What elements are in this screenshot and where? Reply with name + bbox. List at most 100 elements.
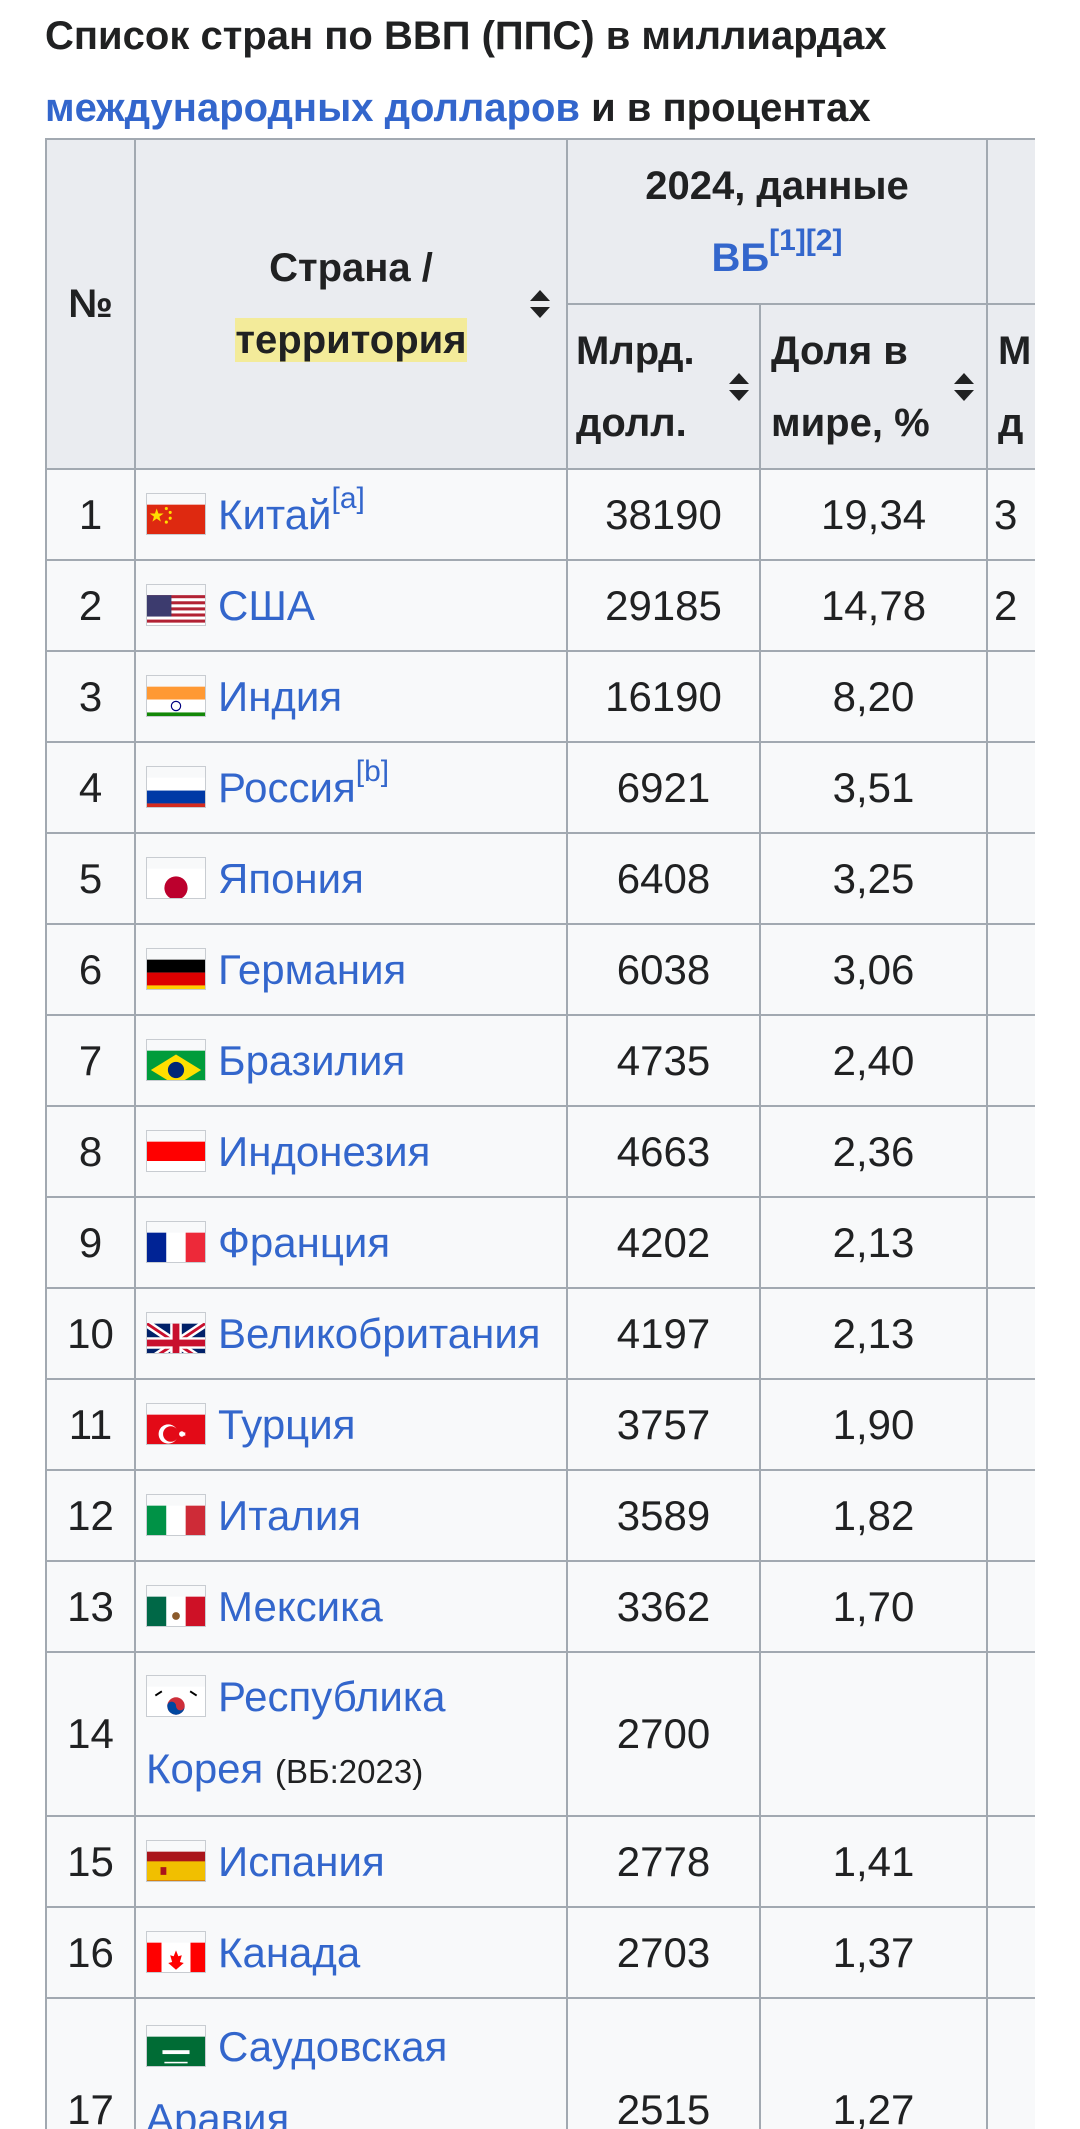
table-row: 12 Италия 3589 1,82 (45, 1469, 1035, 1562)
gdp-value-cell: 2515 (566, 1997, 761, 2129)
country-link-continued[interactable]: Корея (146, 1744, 264, 1792)
flag-india-icon (146, 674, 206, 717)
sort-icon[interactable] (530, 290, 550, 318)
table-row: 16 Канада 2703 1,37 (45, 1906, 1035, 1999)
gdp-value-cell: 4663 (566, 1105, 761, 1198)
flag-indonesia-icon (146, 1129, 206, 1172)
rank-cell: 6 (45, 923, 136, 1016)
gdp-value-cell: 6921 (566, 741, 761, 834)
flag-japan-icon (146, 856, 206, 899)
flag-uk-icon (146, 1311, 206, 1354)
next-value-cell (986, 1378, 1035, 1471)
world-share-cell: 1,90 (758, 1378, 989, 1471)
country-link[interactable]: Индия (218, 672, 343, 720)
country-link[interactable]: Канада (218, 1928, 361, 1976)
caption-text-end: и в процентах (579, 86, 871, 130)
gdp-value-cell: 3362 (566, 1560, 761, 1653)
caption-link-international-dollars[interactable]: международных долларов (45, 86, 580, 130)
country-cell: Япония (134, 832, 568, 925)
country-link-continued[interactable]: Аравия (146, 2095, 290, 2129)
country-link[interactable]: Испания (218, 1837, 385, 1885)
world-share-cell: 3,06 (758, 923, 989, 1016)
sort-icon[interactable] (954, 372, 975, 401)
header-value[interactable]: Млрд. долл. (566, 303, 761, 470)
gdp-value-cell: 38190 (566, 468, 761, 561)
header-share-label-2: мире, % (771, 400, 930, 445)
country-link[interactable]: Бразилия (218, 1036, 406, 1084)
gdp-value-cell: 3757 (566, 1378, 761, 1471)
next-value-cell (986, 1906, 1035, 1999)
rank-cell: 4 (45, 741, 136, 834)
country-cell: Республика Корея (ВБ:2023) (134, 1651, 568, 1817)
footnote-ref[interactable]: [b] (355, 754, 390, 788)
header-country[interactable]: Страна / территория (134, 138, 568, 470)
next-value-cell (986, 1560, 1035, 1653)
next-value-cell (986, 832, 1035, 925)
header-next-value[interactable]: М д (986, 303, 1035, 470)
rank-cell: 17 (45, 1997, 136, 2129)
country-link[interactable]: Япония (218, 854, 364, 902)
header-next-label-1: М (998, 328, 1032, 373)
gdp-value-cell: 29185 (566, 559, 761, 652)
gdp-table-container[interactable]: № Страна / территория 2024, данные ВБ[1]… (45, 138, 1035, 2129)
world-share-cell: 3,25 (758, 832, 989, 925)
next-value-cell (986, 650, 1035, 743)
country-cell: Канада (134, 1906, 568, 1999)
rank-cell: 7 (45, 1014, 136, 1107)
sort-icon[interactable] (729, 372, 749, 401)
rank-cell: 11 (45, 1378, 136, 1471)
country-link[interactable]: Китай (218, 490, 332, 538)
header-share[interactable]: Доля в мире, % (758, 303, 989, 470)
next-value-cell (986, 741, 1035, 834)
country-link[interactable]: Россия (218, 763, 356, 811)
rank-cell: 3 (45, 650, 136, 743)
header-value-label-2: долл. (576, 400, 687, 445)
world-share-cell: 3,51 (758, 741, 989, 834)
country-link[interactable]: Италия (218, 1491, 362, 1539)
data-year-note: (ВБ:2023) (274, 1752, 424, 1790)
next-value-cell: 3 (986, 468, 1035, 561)
table-row: 6 Германия 6038 3,06 (45, 923, 1035, 1016)
rank-cell: 9 (45, 1196, 136, 1289)
gdp-value-cell: 6038 (566, 923, 761, 1016)
rank-cell: 2 (45, 559, 136, 652)
table-row: 4 Россия[b] 6921 3,51 (45, 741, 1035, 834)
header-group-source-link[interactable]: ВБ (711, 235, 770, 280)
country-link[interactable]: Республика (218, 1672, 446, 1720)
country-link[interactable]: Великобритания (218, 1309, 541, 1357)
caption-text: Список стран по ВВП (ППС) в миллиардах (45, 14, 887, 58)
footnote-ref[interactable]: [a] (331, 481, 365, 515)
header-next-group (986, 138, 1035, 305)
header-share-label-1: Доля в (771, 328, 908, 373)
world-share-cell (758, 1651, 989, 1817)
header-rank: № (45, 138, 136, 470)
header-rank-label: № (68, 282, 113, 326)
country-link[interactable]: Индонезия (218, 1127, 431, 1175)
country-link[interactable]: Мексика (218, 1582, 383, 1630)
next-value-cell (986, 1287, 1035, 1380)
country-link[interactable]: Турция (218, 1400, 356, 1448)
header-group-2024: 2024, данные ВБ[1][2] (565, 138, 989, 305)
country-cell: Мексика (134, 1560, 568, 1653)
next-value-cell (986, 923, 1035, 1016)
table-row: 7 Бразилия 4735 2,40 (45, 1014, 1035, 1107)
world-share-cell: 14,78 (758, 559, 989, 652)
country-cell: Турция (134, 1378, 568, 1471)
country-link[interactable]: Франция (218, 1218, 391, 1266)
country-link[interactable]: Германия (218, 945, 407, 993)
next-value-cell: 2 (986, 559, 1035, 652)
table-row: 1 Китай[a] 38190 19,34 3 (45, 468, 1035, 561)
rank-cell: 14 (45, 1651, 136, 1817)
world-share-cell: 1,70 (758, 1560, 989, 1653)
flag-canada-icon (146, 1930, 206, 1973)
country-link[interactable]: Саудовская (218, 2023, 448, 2070)
world-share-cell: 2,36 (758, 1105, 989, 1198)
world-share-cell: 8,20 (758, 650, 989, 743)
table-row: 15 Испания 2778 1,41 (45, 1815, 1035, 1908)
country-link[interactable]: США (218, 581, 315, 629)
header-country-label-1: Страна / (269, 246, 433, 290)
table-row: 2 США 29185 14,78 2 (45, 559, 1035, 652)
table-row: 10 Великобритания 4197 2,13 (45, 1287, 1035, 1380)
header-group-refs[interactable]: [1][2] (769, 224, 843, 258)
country-cell: Бразилия (134, 1014, 568, 1107)
